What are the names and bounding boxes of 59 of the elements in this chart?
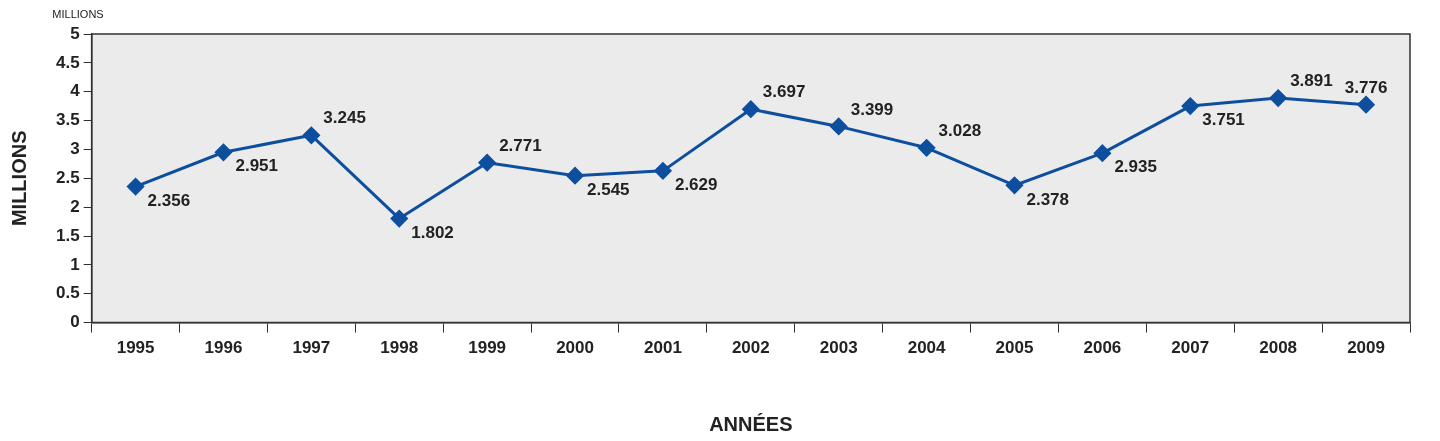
x-tick-label: 2006 — [1083, 338, 1122, 358]
x-tick-label: 1999 — [468, 338, 507, 358]
data-label: 3.028 — [938, 121, 982, 141]
y-axis-title: MILLIONS — [7, 130, 30, 227]
x-tick-label: 2004 — [907, 338, 947, 358]
point — [1357, 96, 1375, 114]
y-tick-label: 0 — [70, 312, 80, 332]
data-label: 3.399 — [850, 99, 894, 119]
x-tick-label: 2007 — [1171, 338, 1210, 358]
y-tick-label: 3.5 — [55, 110, 80, 130]
text: MILLIONS — [52, 7, 104, 20]
x-tick-label: 2000 — [556, 338, 594, 358]
data-label: 3.697 — [762, 82, 806, 102]
x-tick-label: 2003 — [819, 338, 858, 358]
point — [1005, 176, 1023, 194]
y-tick-label: 2 — [70, 196, 80, 216]
data-label: 2.629 — [674, 175, 718, 195]
point — [566, 167, 584, 185]
x-tick-label: 2002 — [731, 338, 770, 358]
y-tick-label: 4 — [70, 81, 81, 101]
y-tick-label: 1.5 — [55, 225, 80, 245]
x-tick-label: 1998 — [380, 338, 419, 358]
data-label: 2.378 — [1026, 189, 1070, 209]
point — [390, 210, 408, 228]
point — [302, 126, 320, 144]
data-label: 2.771 — [499, 135, 542, 155]
point — [742, 100, 760, 118]
point — [127, 178, 145, 196]
point — [478, 154, 496, 172]
data-label: 3.891 — [1290, 71, 1333, 91]
x-tick-label: 1997 — [292, 338, 331, 358]
x-axis-title: ANNÉES — [709, 412, 793, 435]
data-label: 1.802 — [411, 222, 454, 242]
data-label: 2.935 — [1114, 157, 1157, 177]
y-tick-label: 3 — [70, 139, 80, 159]
data-label: 2.356 — [147, 190, 191, 210]
point — [654, 162, 672, 180]
point — [1269, 89, 1287, 107]
point — [830, 117, 848, 135]
point — [918, 139, 936, 157]
y-tick-label: 2.5 — [55, 167, 80, 187]
data-label: 3.776 — [1344, 77, 1388, 97]
point — [1093, 144, 1111, 162]
x-tick-label: 1995 — [116, 338, 155, 358]
data-label: 2.951 — [235, 156, 279, 176]
x-tick-label: 2009 — [1347, 338, 1385, 358]
y-tick-label: 0.5 — [55, 283, 80, 303]
x-tick-label: 2008 — [1259, 338, 1298, 358]
y-tick-label: 4.5 — [55, 52, 80, 72]
y-tick-label: 1 — [70, 254, 80, 274]
point — [1181, 97, 1199, 115]
x-tick-label: 2001 — [644, 338, 682, 358]
x-tick-label: 1996 — [204, 338, 243, 358]
point — [214, 143, 232, 161]
y-tick-label: 5 — [70, 23, 80, 43]
data-label: 3.245 — [323, 108, 366, 128]
data-label: 3.751 — [1202, 110, 1245, 130]
data-label: 2.545 — [587, 179, 630, 199]
x-tick-label: 2005 — [995, 338, 1034, 358]
